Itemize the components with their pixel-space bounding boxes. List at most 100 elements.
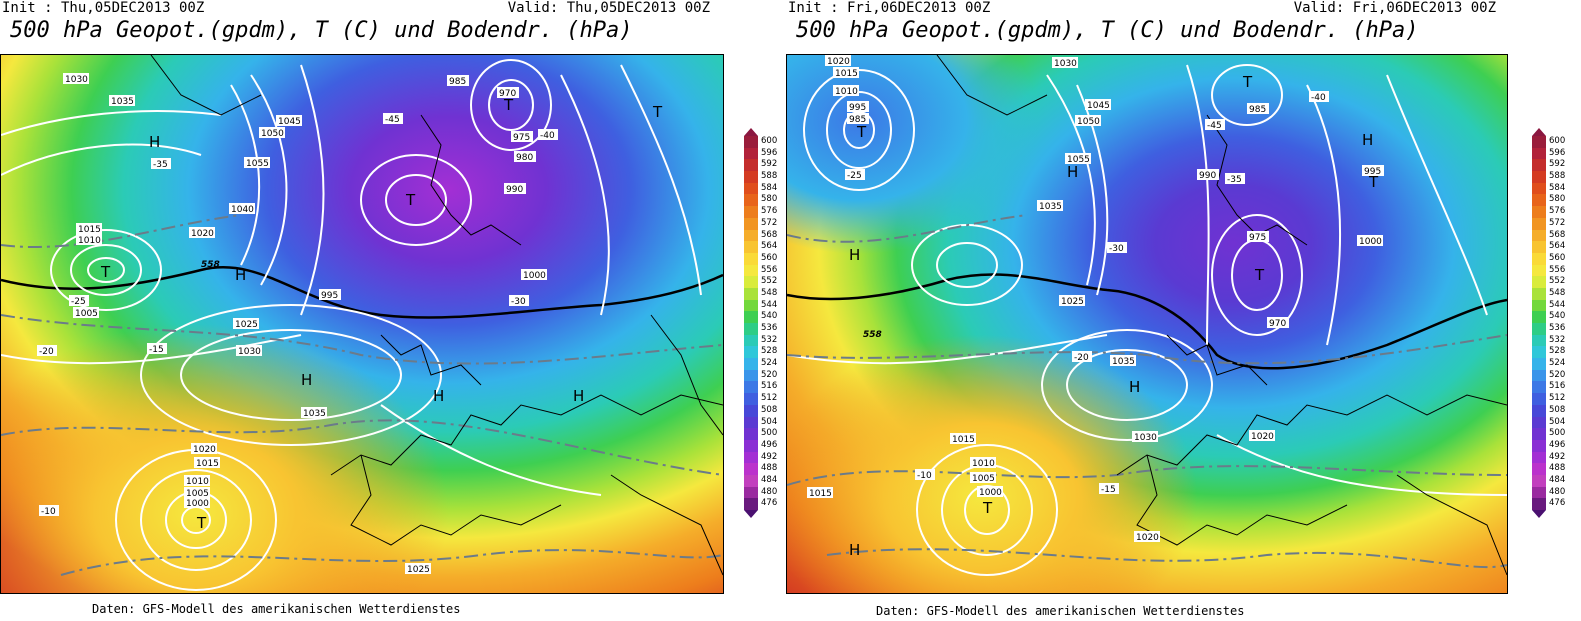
svg-text:-35: -35 bbox=[1227, 175, 1242, 185]
temperature-label: -20 bbox=[1072, 351, 1092, 363]
low-pressure-marker: T bbox=[652, 103, 663, 121]
pressure-label: 1000 bbox=[521, 269, 547, 281]
svg-text:-40: -40 bbox=[540, 131, 555, 141]
legend-label: 488 bbox=[761, 463, 778, 474]
pressure-label: 1045 bbox=[1085, 99, 1111, 111]
legend-label: 492 bbox=[1549, 451, 1566, 462]
pressure-label: 1050 bbox=[1075, 115, 1101, 127]
legend-entry: 552 bbox=[744, 276, 778, 288]
svg-text:1040: 1040 bbox=[231, 205, 254, 215]
legend-entry: 476 bbox=[744, 498, 778, 510]
svg-text:1035: 1035 bbox=[111, 97, 134, 107]
legend-entry: 600 bbox=[744, 136, 778, 148]
legend-label: 588 bbox=[1549, 171, 1566, 182]
low-pressure-marker: T bbox=[1242, 73, 1253, 91]
svg-text:-20: -20 bbox=[39, 347, 54, 357]
pressure-label: 1020 bbox=[825, 55, 851, 67]
temperature-label: -20 bbox=[37, 345, 57, 357]
valid-time: Valid: Thu,05DEC2013 00Z bbox=[507, 0, 710, 16]
high-pressure-marker: H bbox=[1067, 163, 1078, 181]
legend-entry: 592 bbox=[1532, 159, 1566, 172]
legend-cap-bottom bbox=[744, 510, 758, 518]
low-pressure-marker: T bbox=[503, 96, 514, 114]
svg-text:1005: 1005 bbox=[75, 309, 98, 319]
svg-text:1010: 1010 bbox=[972, 459, 995, 469]
svg-text:1000: 1000 bbox=[186, 499, 209, 509]
pressure-label: 985 bbox=[1247, 103, 1269, 115]
isoline-558-label: 558 bbox=[863, 330, 882, 340]
svg-text:1015: 1015 bbox=[809, 489, 832, 499]
legend-entry: 592 bbox=[744, 159, 778, 172]
weather-map: 1020 1015 1010 995 985 1030 1045 1050 10… bbox=[786, 54, 1508, 594]
map-title: 500 hPa Geopot.(gpdm), T (C) und Bodendr… bbox=[10, 18, 633, 43]
legend-entry: 568 bbox=[1532, 229, 1566, 242]
pressure-label: 970 bbox=[497, 87, 519, 99]
high-pressure-marker: H bbox=[573, 387, 584, 405]
legend-label: 480 bbox=[761, 486, 778, 497]
legend-swatch bbox=[1532, 147, 1546, 160]
legend-label: 476 bbox=[761, 498, 778, 509]
pressure-label: 1000 bbox=[184, 497, 210, 509]
pressure-label: 1035 bbox=[1037, 200, 1063, 212]
legend-label: 580 bbox=[1549, 194, 1566, 205]
map-title: 500 hPa Geopot.(gpdm), T (C) und Bodendr… bbox=[796, 18, 1419, 43]
legend-swatch bbox=[1532, 416, 1546, 429]
svg-text:1000: 1000 bbox=[523, 271, 546, 281]
legend-entry: 512 bbox=[1532, 393, 1566, 405]
legend-label: 584 bbox=[1549, 182, 1566, 193]
high-pressure-marker: H bbox=[849, 541, 860, 559]
map-panel-left: Init : Thu,05DEC2013 00Z Valid: Thu,05DE… bbox=[0, 0, 790, 621]
pressure-label: 995 bbox=[319, 289, 341, 301]
legend-entry: 540 bbox=[744, 311, 778, 323]
legend-label: 536 bbox=[761, 323, 778, 333]
legend-label: 540 bbox=[1549, 311, 1566, 322]
svg-text:975: 975 bbox=[513, 133, 530, 143]
legend-label: 508 bbox=[761, 404, 778, 415]
legend-swatch bbox=[1532, 486, 1546, 499]
legend-entry: 480 bbox=[1532, 486, 1566, 499]
svg-text:975: 975 bbox=[1249, 233, 1266, 243]
legend-label: 484 bbox=[761, 474, 778, 485]
legend-entry: 564 bbox=[744, 241, 778, 253]
svg-text:985: 985 bbox=[849, 115, 866, 125]
legend-cap-top bbox=[744, 128, 758, 136]
legend-label: 588 bbox=[761, 171, 778, 182]
legend-label: 524 bbox=[761, 358, 778, 369]
svg-text:1015: 1015 bbox=[196, 459, 219, 469]
legend-swatch bbox=[1532, 206, 1546, 218]
legend-cap-bottom bbox=[1532, 510, 1546, 518]
pressure-label: 1005 bbox=[970, 472, 996, 484]
legend-label: 544 bbox=[1549, 299, 1566, 310]
svg-text:1020: 1020 bbox=[1251, 432, 1274, 442]
svg-text:-35: -35 bbox=[153, 160, 168, 170]
svg-text:1045: 1045 bbox=[278, 117, 301, 127]
legend-swatch bbox=[744, 393, 758, 405]
svg-text:1020: 1020 bbox=[193, 445, 216, 455]
svg-text:1025: 1025 bbox=[235, 320, 258, 330]
legend-entry: 600 bbox=[1532, 136, 1566, 148]
low-pressure-marker: T bbox=[856, 123, 867, 141]
legend-label: 584 bbox=[761, 182, 778, 193]
legend-label: 476 bbox=[1549, 498, 1566, 509]
svg-text:1030: 1030 bbox=[1134, 433, 1157, 443]
legend-swatch bbox=[744, 206, 758, 218]
legend-label: 524 bbox=[1549, 358, 1566, 369]
svg-text:1055: 1055 bbox=[246, 159, 269, 169]
svg-text:990: 990 bbox=[1199, 171, 1216, 181]
pressure-label: 1030 bbox=[63, 73, 89, 85]
legend-swatch bbox=[1532, 346, 1546, 359]
legend-label: 544 bbox=[761, 299, 778, 310]
legend-label: 552 bbox=[1549, 276, 1566, 287]
svg-text:970: 970 bbox=[1269, 319, 1286, 329]
low-pressure-marker: T bbox=[405, 191, 416, 209]
color-legend: 600 596 592 588 584 580 576 572 568 564 560 556 552 5… bbox=[744, 128, 778, 518]
pressure-label: 1030 bbox=[236, 345, 262, 357]
legend-swatch bbox=[1532, 498, 1546, 510]
legend-swatch bbox=[744, 323, 758, 335]
legend-swatch bbox=[1532, 381, 1546, 394]
legend-label: 504 bbox=[1549, 416, 1566, 427]
legend-label: 496 bbox=[761, 439, 778, 450]
pressure-label: 1010 bbox=[970, 457, 996, 469]
svg-text:995: 995 bbox=[849, 103, 866, 113]
pressure-label: 1015 bbox=[194, 457, 220, 469]
